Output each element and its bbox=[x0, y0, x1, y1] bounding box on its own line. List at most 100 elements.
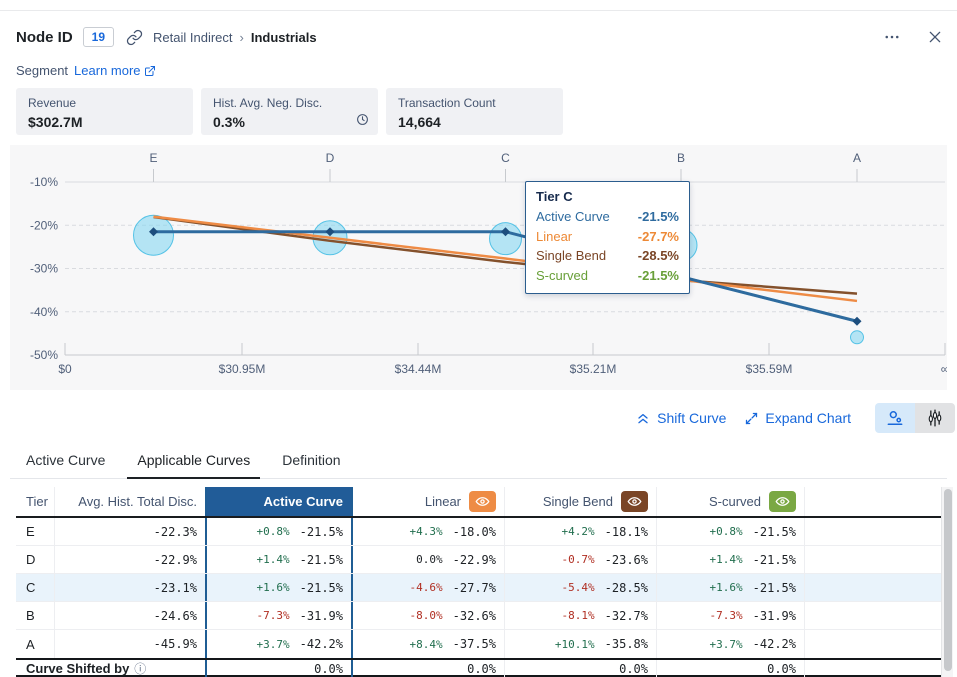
curve-cell: +0.8% -21.5% bbox=[205, 518, 353, 545]
curve-delta: -8.0% bbox=[409, 609, 443, 622]
avg-hist-cell: -45.9% bbox=[153, 637, 197, 651]
curve-value: -28.5% bbox=[604, 580, 648, 595]
footer-linear-shift: 0.0% bbox=[353, 660, 505, 677]
svg-text:$0: $0 bbox=[58, 362, 72, 376]
linear-visibility-toggle[interactable] bbox=[469, 491, 496, 512]
s-curved-visibility-toggle[interactable] bbox=[769, 491, 796, 512]
expand-chart-button[interactable]: Expand Chart bbox=[744, 410, 851, 426]
table-row-tier-C[interactable]: C -23.1% +1.6% -21.5% -4.6% -27.7% -5.4% -28.5%… bbox=[16, 574, 941, 602]
panel-header: Node ID 19 Retail Indirect › Industrials bbox=[16, 27, 943, 47]
close-icon[interactable] bbox=[927, 29, 943, 45]
learn-more-link[interactable]: Learn more bbox=[74, 63, 155, 78]
bubble-chart-toggle[interactable] bbox=[875, 403, 915, 433]
row-filler bbox=[805, 602, 941, 629]
table-row-tier-B[interactable]: B -24.6% -7.3% -31.9% -8.0% -32.6% -8.1% -32.7%… bbox=[16, 602, 941, 630]
column-header-single-bend: Single Bend bbox=[505, 487, 657, 516]
curve-cell: -8.1% -32.7% bbox=[505, 602, 657, 629]
curve-delta: +1.4% bbox=[256, 553, 290, 566]
distribution-icon bbox=[928, 409, 942, 427]
info-icon[interactable]: ⓘ bbox=[134, 662, 147, 676]
hist-avg-neg-disc-value: 0.3% bbox=[213, 114, 245, 130]
curve-cell: -8.0% -32.6% bbox=[353, 602, 505, 629]
footer-active-curve-shift: 0.0% bbox=[205, 660, 353, 677]
row-filler bbox=[805, 574, 941, 601]
svg-text:$35.21M: $35.21M bbox=[570, 362, 617, 376]
segment-row: Segment Learn more bbox=[16, 63, 156, 78]
row-filler bbox=[805, 630, 941, 658]
curve-cell: +8.4% -37.5% bbox=[353, 630, 505, 658]
column-header-active-curve[interactable]: Active Curve bbox=[205, 487, 353, 516]
curve-delta: +1.6% bbox=[256, 581, 290, 594]
single-bend-visibility-toggle[interactable] bbox=[621, 491, 648, 512]
curve-value: -18.1% bbox=[604, 524, 648, 539]
curve-cell: +1.4% -21.5% bbox=[657, 546, 805, 573]
tooltip-title: Tier C bbox=[536, 189, 573, 204]
svg-text:$30.95M: $30.95M bbox=[219, 362, 266, 376]
transaction-count-label: Transaction Count bbox=[398, 96, 496, 110]
curve-cell: +4.3% -18.0% bbox=[353, 518, 505, 545]
tab-definition[interactable]: Definition bbox=[282, 452, 341, 468]
curve-value: -32.7% bbox=[604, 608, 648, 623]
link-icon[interactable] bbox=[126, 29, 143, 46]
curve-delta: +1.4% bbox=[709, 553, 743, 566]
curve-delta: +3.7% bbox=[256, 637, 290, 651]
curve-value: -27.7% bbox=[452, 580, 496, 595]
curve-delta: +10.1% bbox=[554, 637, 595, 651]
tooltip-row: Linear -27.7% bbox=[536, 228, 679, 244]
table-scrollbar[interactable] bbox=[941, 487, 953, 677]
scrollbar-thumb[interactable] bbox=[944, 489, 952, 671]
svg-text:B: B bbox=[677, 151, 685, 165]
revenue-card: Revenue $302.7M bbox=[16, 88, 193, 135]
column-header-avg-hist: Avg. Hist. Total Disc. bbox=[78, 494, 197, 509]
clock-icon[interactable] bbox=[356, 113, 369, 126]
external-link-icon bbox=[144, 65, 155, 76]
table-row-tier-D[interactable]: D -22.9% +1.4% -21.5% 0.0% -22.9% -0.7% -23.6% +… bbox=[16, 546, 941, 574]
curve-value: -21.5% bbox=[752, 580, 796, 595]
revenue-value: $302.7M bbox=[28, 114, 83, 130]
svg-text:C: C bbox=[501, 151, 510, 165]
curve-cell: +10.1% -35.8% bbox=[505, 630, 657, 658]
shift-curve-button[interactable]: Shift Curve bbox=[635, 410, 726, 426]
curve-value: -21.5% bbox=[299, 524, 343, 539]
tooltip-rows: Active Curve -21.5% Linear -27.7% Single Ben… bbox=[536, 207, 679, 285]
revenue-label: Revenue bbox=[28, 96, 77, 110]
tier-cell: A bbox=[16, 630, 55, 658]
curve-cell: -0.7% -23.6% bbox=[505, 546, 657, 573]
learn-more-text: Learn more bbox=[74, 63, 141, 78]
curve-delta: -8.1% bbox=[561, 609, 595, 622]
single-bend-header-label: Single Bend bbox=[542, 494, 613, 509]
row-filler bbox=[805, 546, 941, 573]
page-top-strip bbox=[0, 0, 957, 11]
avg-hist-cell: -24.6% bbox=[153, 608, 197, 623]
curve-value: -42.2% bbox=[752, 637, 796, 651]
breadcrumb-parent[interactable]: Retail Indirect bbox=[153, 29, 233, 45]
more-menu-icon[interactable] bbox=[883, 28, 901, 46]
curve-cell: -5.4% -28.5% bbox=[505, 574, 657, 601]
curve-delta: +0.8% bbox=[256, 525, 290, 538]
table-header-row: Tier Avg. Hist. Total Disc. Active Curve… bbox=[16, 487, 941, 518]
svg-text:$35.59M: $35.59M bbox=[746, 362, 793, 376]
svg-text:A: A bbox=[853, 151, 861, 165]
tab-applicable-curves[interactable]: Applicable Curves bbox=[127, 446, 261, 479]
column-header-filler bbox=[805, 487, 941, 516]
tier-cell: C bbox=[16, 574, 55, 601]
table-body: E -22.3% +0.8% -21.5% +4.3% -18.0% +4.2% -18.1%… bbox=[16, 518, 941, 658]
table-row-tier-E[interactable]: E -22.3% +0.8% -21.5% +4.3% -18.0% +4.2% -18.1%… bbox=[16, 518, 941, 546]
double-chevron-up-icon bbox=[638, 414, 648, 424]
distribution-toggle[interactable] bbox=[915, 403, 955, 433]
curve-value: -21.5% bbox=[299, 552, 343, 567]
chart-view-toggle-group bbox=[875, 403, 955, 433]
avg-hist-cell: -22.9% bbox=[153, 552, 197, 567]
footer-single-bend-shift: 0.0% bbox=[505, 660, 657, 677]
stat-cards: Revenue $302.7M Hist. Avg. Neg. Disc. 0.… bbox=[16, 88, 563, 135]
discount-curve-chart[interactable]: -10% -20% -30% -40% -50% $0 $30.95M $34.44M $35.… bbox=[10, 145, 949, 390]
curve-cell: +1.4% -21.5% bbox=[205, 546, 353, 573]
table-row-tier-A[interactable]: A -45.9% +3.7% -42.2% +8.4% -37.5% +10.1% -35.8… bbox=[16, 630, 941, 658]
curve-value: -21.5% bbox=[752, 552, 796, 567]
avg-hist-cell: -22.3% bbox=[153, 524, 197, 539]
curve-delta: +3.7% bbox=[709, 637, 743, 651]
tab-active-curve[interactable]: Active Curve bbox=[26, 452, 106, 468]
curve-value: -22.9% bbox=[452, 552, 496, 567]
tooltip-row: Single Bend -28.5% bbox=[536, 248, 679, 263]
curve-delta: +0.8% bbox=[709, 525, 743, 538]
